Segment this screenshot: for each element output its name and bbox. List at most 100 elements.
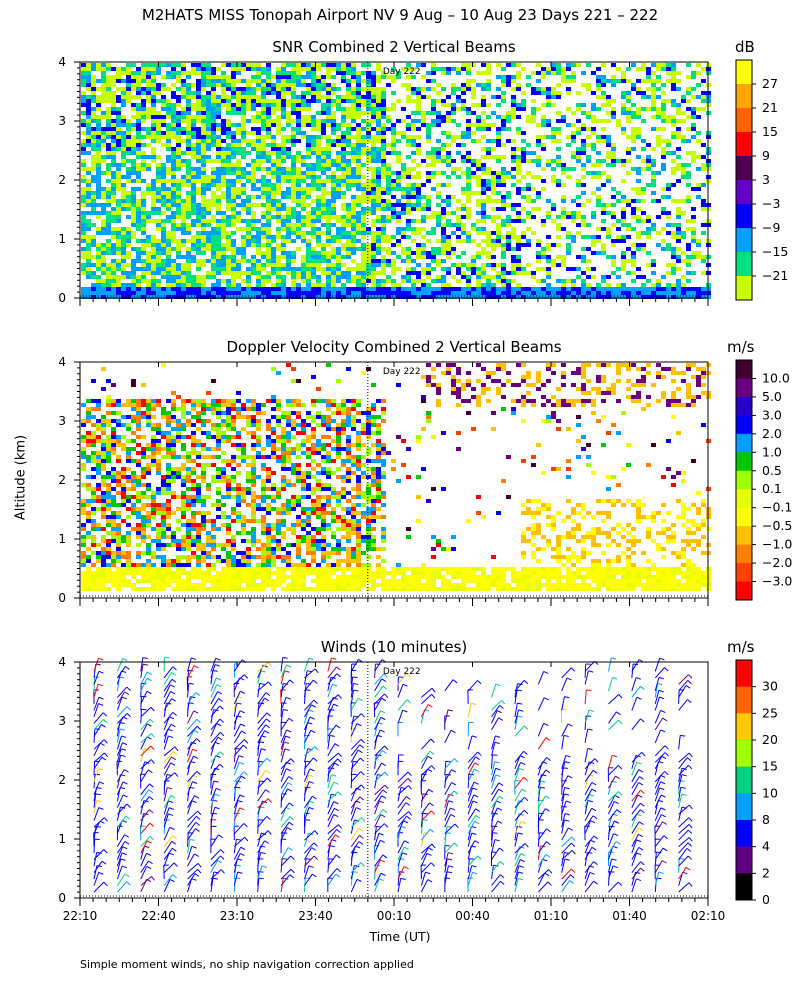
snr-cell — [636, 127, 641, 131]
snr-cell — [181, 279, 186, 283]
snr-cell — [436, 171, 441, 175]
snr-cell — [511, 63, 516, 67]
snr-cell — [321, 211, 326, 215]
snr-cell — [151, 151, 156, 155]
snr-cell — [576, 211, 581, 215]
snr-cell — [396, 203, 401, 207]
snr-cell — [271, 175, 276, 179]
snr-cell — [631, 287, 636, 291]
snr-cell — [226, 219, 231, 223]
snr-cell — [376, 239, 381, 243]
snr-cell — [361, 119, 366, 123]
snr-cell — [486, 151, 491, 155]
snr-cell — [166, 115, 171, 119]
snr-cell — [221, 163, 226, 167]
snr-cell — [136, 79, 141, 83]
snr-cell — [236, 71, 241, 75]
snr-cell — [311, 135, 316, 139]
snr-cell — [196, 171, 201, 175]
snr-cell — [501, 235, 506, 239]
snr-cell — [261, 191, 266, 195]
snr-cell — [381, 199, 386, 203]
snr-cell — [661, 67, 666, 71]
snr-cell — [581, 123, 586, 127]
snr-cell — [231, 251, 236, 255]
snr-cell — [551, 203, 556, 207]
snr-cell — [521, 187, 526, 191]
snr-cell — [676, 211, 681, 215]
snr-cell — [341, 111, 346, 115]
snr-cell — [611, 151, 616, 155]
snr-cell — [501, 263, 506, 267]
snr-cell — [461, 251, 466, 255]
snr-cell — [156, 291, 161, 295]
snr-cell — [396, 159, 401, 163]
snr-cell — [196, 107, 201, 111]
snr-cell — [386, 239, 391, 243]
snr-cell — [451, 107, 456, 111]
snr-cell — [106, 191, 111, 195]
snr-cell — [91, 291, 96, 295]
snr-cell — [196, 275, 201, 279]
snr-cell — [686, 263, 691, 267]
snr-cell — [101, 71, 106, 75]
snr-cell — [516, 87, 521, 91]
doppler-cell — [101, 503, 106, 507]
snr-cell — [156, 127, 161, 131]
snr-cell — [591, 235, 596, 239]
snr-cell — [86, 251, 91, 255]
doppler-cell — [86, 571, 91, 575]
snr-cell — [621, 239, 626, 243]
snr-cell — [86, 139, 91, 143]
snr-cell — [226, 167, 231, 171]
snr-cell — [576, 131, 581, 135]
snr-cell — [116, 119, 121, 123]
snr-cell — [101, 191, 106, 195]
snr-cell — [316, 215, 321, 219]
snr-cell — [411, 291, 416, 295]
snr-cell — [351, 151, 356, 155]
snr-cell — [101, 271, 106, 275]
snr-cell — [321, 199, 326, 203]
snr-cell — [191, 191, 196, 195]
snr-cell — [341, 119, 346, 123]
snr-cell — [646, 167, 651, 171]
snr-cell — [176, 271, 181, 275]
snr-cell — [211, 287, 216, 291]
snr-cell — [411, 187, 416, 191]
snr-cell — [306, 139, 311, 143]
snr-cell — [331, 67, 336, 71]
snr-cell — [201, 263, 206, 267]
snr-cell — [121, 259, 126, 263]
snr-cell — [226, 179, 231, 183]
snr-cell — [671, 223, 676, 227]
snr-cell — [621, 195, 626, 199]
snr-cell — [291, 283, 296, 287]
snr-cell — [476, 83, 481, 87]
snr-cell — [146, 251, 151, 255]
snr-cell — [151, 283, 156, 287]
snr-cell — [96, 163, 101, 167]
snr-cell — [271, 195, 276, 199]
snr-cell — [166, 279, 171, 283]
snr-cell — [626, 135, 631, 139]
snr-cell — [146, 79, 151, 83]
snr-cell — [556, 95, 561, 99]
snr-cell — [301, 119, 306, 123]
snr-cell — [326, 259, 331, 263]
snr-cell — [291, 107, 296, 111]
snr-cell — [176, 143, 181, 147]
snr-cell — [126, 191, 131, 195]
snr-cell — [296, 151, 301, 155]
snr-cell — [351, 79, 356, 83]
snr-cell — [436, 151, 441, 155]
snr-cell — [496, 155, 501, 159]
snr-cell — [131, 219, 136, 223]
snr-cell — [401, 287, 406, 291]
snr-cell — [646, 79, 651, 83]
snr-cell — [106, 127, 111, 131]
snr-cell — [296, 267, 301, 271]
snr-cell — [691, 227, 696, 231]
snr-cell — [366, 291, 371, 295]
snr-cell — [211, 75, 216, 79]
